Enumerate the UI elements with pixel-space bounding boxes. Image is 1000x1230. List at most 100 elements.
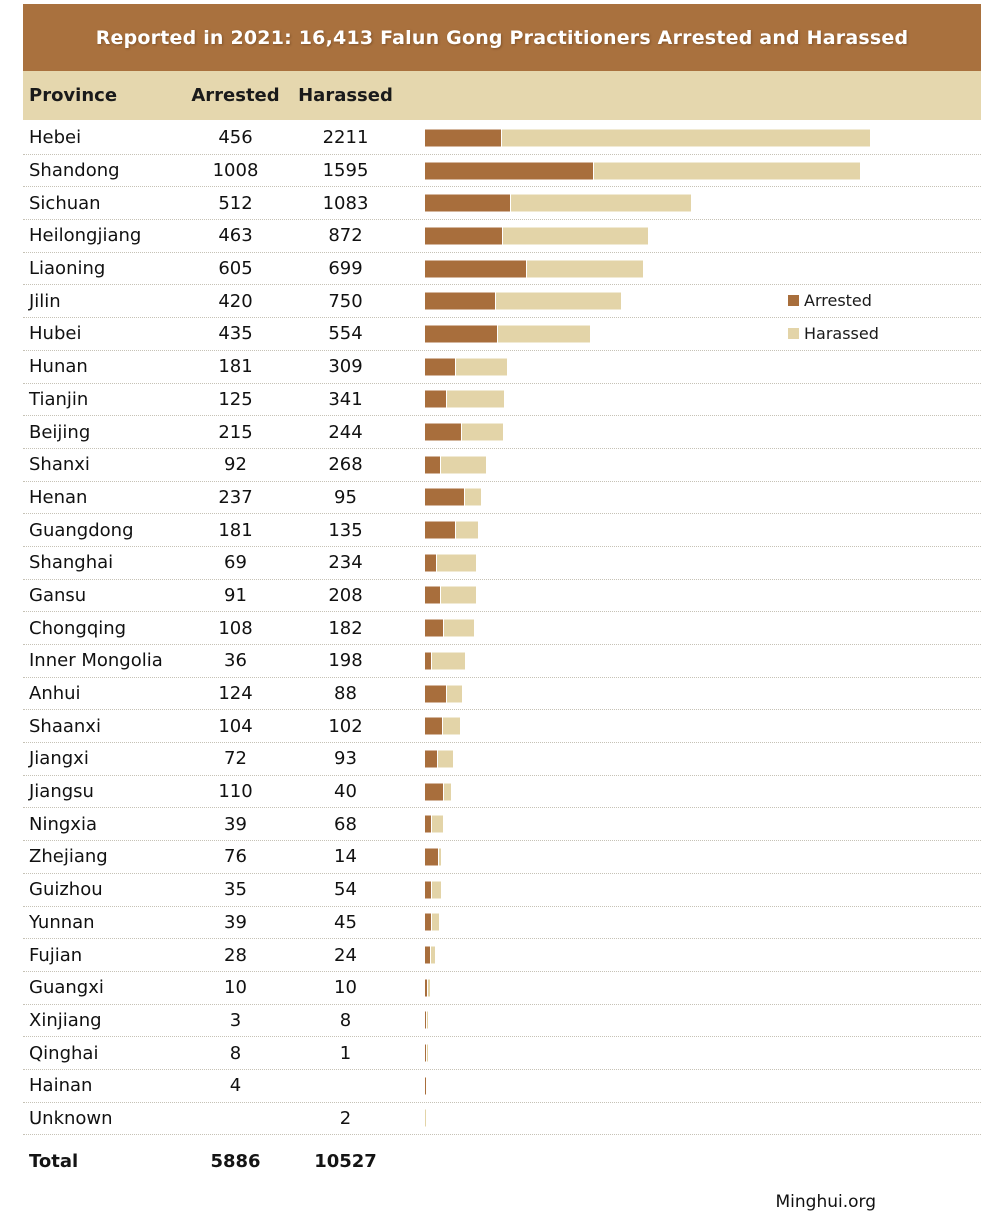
harassed-bar [437,554,476,572]
arrested-column-header: Arrested [191,85,280,106]
arrested-cell: 69 [224,552,247,574]
province-cell: Guangxi [29,977,104,999]
arrested-cell: 512 [218,192,253,214]
province-cell: Jiangxi [29,748,89,770]
bar-group [425,194,691,212]
page-title: Reported in 2021: 16,413 Falun Gong Prac… [95,26,909,49]
arrested-cell: 3 [229,1009,242,1031]
arrested-cell: 36 [224,650,247,672]
table-row: Qinghai 8 1 [23,1037,981,1070]
source-credit: Minghui.org [775,1192,876,1212]
harassed-cell: 40 [334,781,357,803]
total-row: Total 5886 10527 [23,1137,981,1186]
bar-group [425,1011,428,1029]
bar-group [425,227,648,245]
harassed-cell: 1 [339,1042,352,1064]
province-cell: Anhui [29,683,81,705]
province-cell: Yunnan [29,911,95,933]
arrested-bar [425,652,431,670]
harassed-bar [503,227,648,245]
arrested-cell: 76 [224,846,247,868]
harassed-cell: 88 [334,683,357,705]
arrested-bar [425,1044,426,1062]
table-row: Henan 237 95 [23,482,981,515]
harassed-bar [439,848,441,866]
table-row: Zhejiang 76 14 [23,841,981,874]
table-row: Anhui 124 88 [23,678,981,711]
total-harassed: 10527 [314,1151,377,1172]
arrested-bar [425,1077,426,1095]
table-row: Xinjiang 3 8 [23,1005,981,1038]
table-row: Jilin 420 750 [23,285,981,319]
bar-group [425,685,462,703]
bar-group [425,488,481,506]
harassed-bar [432,652,465,670]
arrested-bar [425,488,464,506]
harassed-bar [431,946,435,964]
province-cell: Guizhou [29,879,103,901]
harassed-cell: 10 [334,977,357,999]
arrested-cell: 108 [218,617,253,639]
bar-group [425,456,486,474]
province-cell: Inner Mongolia [29,650,163,672]
harassed-bar [432,913,439,931]
table-row: Unknown 2 [23,1103,981,1136]
table-row: Shanxi 92 268 [23,449,981,482]
arrested-cell: 8 [229,1042,242,1064]
arrested-bar [425,619,443,637]
bar-group [425,162,860,180]
arrested-bar [425,292,495,310]
arrested-bar [425,717,442,735]
harassed-bar [527,260,643,278]
harassed-cell: 68 [334,813,357,835]
province-cell: Shanxi [29,454,90,476]
arrested-cell: 420 [218,290,253,312]
harassed-bar [427,1044,428,1062]
table-row: Inner Mongolia 36 198 [23,645,981,678]
bar-group [425,1109,426,1127]
province-cell: Unknown [29,1107,113,1129]
arrested-bar [425,325,497,343]
arrested-cell: 605 [218,258,253,280]
bar-group [425,325,590,343]
bar-group [425,717,460,735]
harassed-bar [511,194,691,212]
arrested-bar [425,390,446,408]
arrested-bar [425,129,501,147]
arrested-cell: 92 [224,454,247,476]
harassed-bar [496,292,621,310]
table-row: Tianjin 125 341 [23,384,981,417]
harassed-bar [443,717,460,735]
harassed-bar [441,456,486,474]
province-cell: Hebei [29,127,82,149]
harassed-bar [428,979,430,997]
province-cell: Liaoning [29,258,106,280]
bar-group [425,129,870,147]
bar-group [425,423,503,441]
harassed-bar [427,1011,428,1029]
bar-group [425,881,441,899]
province-cell: Heilongjiang [29,225,142,247]
harassed-cell: 699 [328,258,363,280]
table-row: Hubei 435 554 [23,318,981,351]
province-cell: Shanghai [29,552,114,574]
harassed-bar [456,521,478,539]
arrested-cell: 91 [224,584,247,606]
legend-harassed-label: Harassed [804,324,879,343]
arrested-cell: 456 [218,127,253,149]
harassed-bar [444,619,474,637]
bar-group [425,619,474,637]
harassed-cell: 341 [328,388,363,410]
arrested-cell: 237 [218,486,253,508]
arrested-cell: 124 [218,683,253,705]
harassed-cell: 244 [328,421,363,443]
arrested-cell: 10 [224,977,247,999]
arrested-bar [425,521,455,539]
province-cell: Tianjin [29,388,89,410]
table-row: Heilongjiang 463 872 [23,220,981,253]
bar-group [425,390,504,408]
arrested-cell: 181 [218,519,253,541]
arrested-cell: 104 [218,715,253,737]
harassed-cell: 54 [334,879,357,901]
